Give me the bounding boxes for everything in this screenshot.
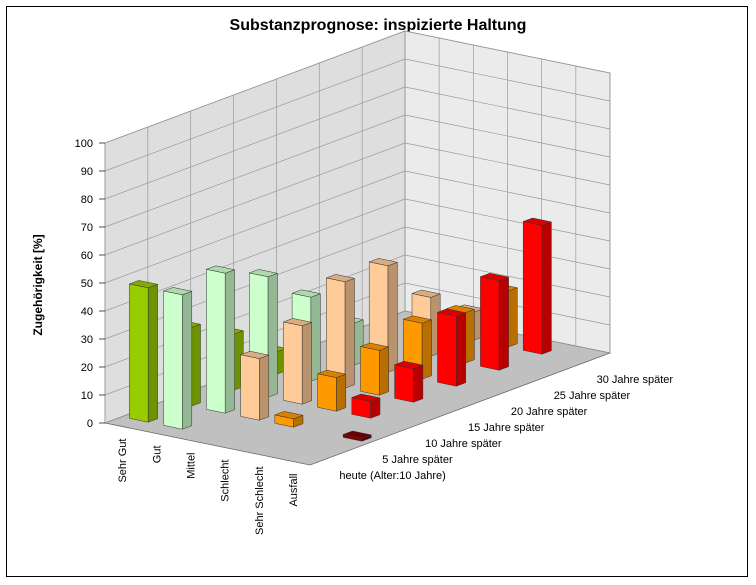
- bar: [316, 369, 347, 412]
- y-tick-label: 60: [81, 250, 93, 262]
- bar: [282, 318, 313, 405]
- category-axis-label: 5 Jahre später: [382, 454, 453, 466]
- y-tick-label: 90: [81, 166, 93, 178]
- series-axis-label: Sehr Schlecht: [254, 467, 266, 535]
- chart-title: Substanzprognose: inspizierte Haltung: [229, 17, 527, 34]
- bar-front: [394, 364, 414, 403]
- bar: [436, 308, 467, 387]
- chart-bars: [128, 217, 553, 442]
- bar-top: [248, 269, 279, 278]
- bar-side: [387, 261, 398, 373]
- bar-top: [368, 258, 399, 267]
- bar-front: [129, 283, 149, 423]
- bar-side: [182, 290, 193, 430]
- bar-front: [522, 221, 543, 355]
- series-axis-label: Ausfall: [288, 474, 300, 507]
- bar-front: [206, 268, 226, 414]
- bar-side: [336, 373, 347, 412]
- bar-side: [147, 283, 158, 423]
- bar-front: [283, 321, 303, 405]
- bar-side: [498, 276, 509, 371]
- bar-top: [239, 350, 270, 359]
- bar-side: [190, 323, 201, 407]
- bar-front: [437, 311, 457, 387]
- bar-side: [507, 287, 518, 348]
- bar: [128, 280, 159, 423]
- bar: [393, 360, 424, 403]
- bar: [359, 342, 390, 396]
- category-axis-label: 25 Jahre später: [554, 390, 631, 402]
- bar-front: [240, 354, 260, 421]
- bar-top: [436, 308, 467, 317]
- bar-top: [393, 360, 424, 369]
- bar: [342, 430, 373, 442]
- y-tick-label: 20: [81, 362, 93, 374]
- y-tick-label: 10: [81, 390, 93, 402]
- bar-side: [541, 221, 552, 355]
- bar-top: [291, 289, 322, 298]
- bar-top: [273, 411, 304, 420]
- bar: [205, 265, 236, 414]
- category-axis-label: 20 Jahre später: [511, 406, 588, 418]
- y-tick-label: 100: [75, 138, 93, 150]
- bar: [350, 393, 381, 419]
- y-tick-label: 80: [81, 194, 93, 206]
- bar-side: [413, 364, 424, 403]
- bar-front: [360, 346, 380, 396]
- bar-side: [301, 321, 312, 405]
- bar-side: [379, 346, 389, 396]
- bar-front: [163, 290, 183, 430]
- bar-front: [480, 276, 500, 371]
- bar-front: [317, 373, 337, 412]
- bar: [273, 411, 304, 428]
- bar-top: [479, 272, 510, 281]
- chart-labels: 0 10 20 30 40 50 60 70 80 90 100 Zugehörigkeit [%] S…: [31, 138, 673, 535]
- bar-top: [282, 318, 313, 327]
- category-axis-label: 30 Jahre später: [597, 374, 674, 386]
- bar-side: [259, 354, 270, 421]
- series-axis-label: Gut: [151, 446, 163, 464]
- bar-top: [205, 265, 236, 274]
- bar-top: [411, 289, 442, 298]
- category-axis-label: 10 Jahre später: [425, 438, 502, 450]
- bar: [522, 217, 553, 355]
- bar-top: [359, 342, 390, 351]
- bar-side: [421, 319, 432, 380]
- bar-side: [464, 308, 475, 364]
- bar-side: [310, 293, 321, 382]
- bar-top: [128, 280, 159, 289]
- category-axis-label: heute (Alter:10 Jahre): [339, 470, 445, 482]
- bar-top: [342, 430, 373, 439]
- bar: [479, 272, 510, 371]
- bar-top: [316, 369, 347, 378]
- bar-side: [267, 272, 278, 398]
- bar-top: [325, 274, 356, 283]
- y-axis-label: Zugehörigkeit [%]: [31, 234, 45, 335]
- series-axis-label: Mittel: [185, 453, 197, 479]
- bar-top: [402, 315, 433, 324]
- bar-side: [344, 277, 355, 389]
- category-axis-label: 15 Jahre später: [468, 422, 545, 434]
- bar-side: [224, 269, 235, 414]
- bar: [162, 287, 193, 430]
- y-tick-label: 30: [81, 334, 93, 346]
- bar-side: [456, 312, 466, 387]
- series-axis-label: Schlecht: [220, 460, 232, 502]
- y-tick-label: 40: [81, 306, 93, 318]
- y-tick-label: 70: [81, 222, 93, 234]
- y-tick-label: 50: [81, 278, 93, 290]
- bar-top: [350, 393, 381, 402]
- bar: [239, 350, 270, 421]
- series-axis-label: Sehr Gut: [117, 439, 129, 483]
- bar-top: [522, 217, 553, 226]
- bar-top: [162, 287, 193, 296]
- y-tick-label: 0: [87, 418, 93, 430]
